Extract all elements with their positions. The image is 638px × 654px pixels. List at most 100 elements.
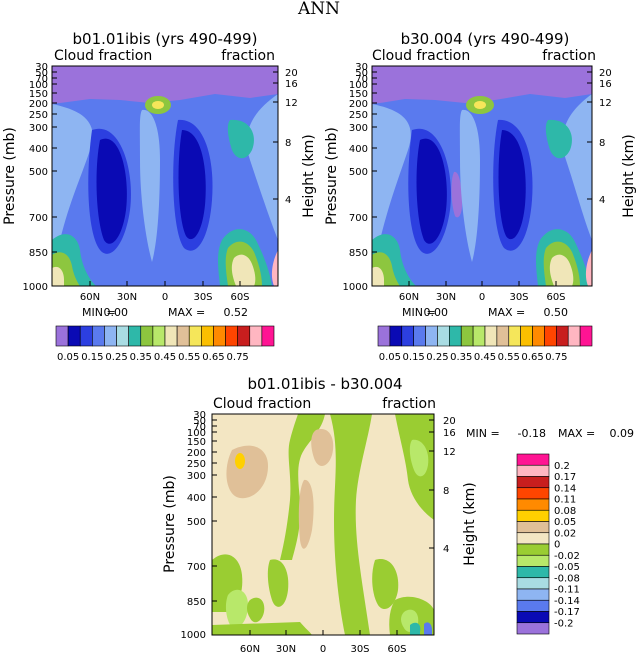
colorbar-panel-2-label: 0.75 xyxy=(545,352,567,363)
colorbar-panel-2-swatch xyxy=(579,325,593,347)
colorbar-difference-swatch xyxy=(516,554,550,567)
colorbar-panel-1-swatch xyxy=(164,325,178,347)
panel-3-xtick: 0 xyxy=(320,644,326,654)
colorbar-panel-2: 0.05 0.15 0.25 0.35 0.45 0.55 0.65 0.75 xyxy=(377,325,593,363)
panel-2-rtick: 8 xyxy=(599,138,605,149)
panel-1-ytick: 200 xyxy=(29,99,48,110)
panel-2-max-label: MAX = xyxy=(488,306,525,319)
colorbar-difference-swatch xyxy=(516,476,550,489)
panel-2-tropopause-core xyxy=(474,101,486,109)
panel-3-rtick: 12 xyxy=(443,447,456,458)
colorbar-panel-1-swatch xyxy=(176,325,190,347)
panel-2-xtick: 60S xyxy=(546,292,565,303)
colorbar-panel-2-swatch xyxy=(484,325,498,347)
colorbar-panel-1-swatch xyxy=(152,325,166,347)
colorbar-panel-1: 0.05 0.15 0.25 0.35 0.45 0.55 0.65 0.75 xyxy=(55,325,275,363)
panel-1-right-ticks: 20 16 12 8 4 xyxy=(285,68,298,206)
panel-1-rtick: 12 xyxy=(285,98,298,109)
panel-3-xtick: 30S xyxy=(350,644,369,654)
panel-2-ylabel: Pressure (mb) xyxy=(324,127,340,225)
panel-3-yellow-spot xyxy=(235,453,245,469)
panel-1-xtick: 30N xyxy=(117,292,137,303)
colorbar-difference-swatch xyxy=(516,543,550,556)
panel-1-right-tick-marks xyxy=(273,71,278,200)
colorbar-difference-swatch xyxy=(516,453,550,466)
colorbar-difference-label: 0.05 xyxy=(554,517,576,528)
colorbar-difference-label: -0.17 xyxy=(554,607,580,618)
colorbar-panel-2-label: 0.25 xyxy=(426,352,448,363)
panel-3-ytick: 70 xyxy=(193,422,206,433)
panel-2-right-ticks: 20 16 12 8 4 xyxy=(599,68,612,206)
panel-3-ytick: 250 xyxy=(187,459,206,470)
panel-3-y-ticks: 30 50 70 100 150 200 250 300 400 500 700… xyxy=(181,410,206,641)
panel-2-minmax: MIN = 0.00 MAX = 0.50 xyxy=(402,306,568,319)
panel-1-light-sh xyxy=(246,94,278,240)
panel-2-contours xyxy=(372,66,592,286)
colorbar-panel-1-swatch xyxy=(261,325,275,347)
colorbar-panel-1-swatch xyxy=(188,325,202,347)
colorbar-panel-2-swatch xyxy=(567,325,581,347)
panel-1-tropopause-core xyxy=(152,101,164,109)
panel-3-tan-top-center xyxy=(311,429,334,466)
panel-1-ylabel: Pressure (mb) xyxy=(2,127,18,225)
panel-2-xtick: 0 xyxy=(479,292,485,303)
panel-2-light-sh xyxy=(562,94,592,240)
panel-3-green-band-center xyxy=(330,414,372,635)
colorbar-panel-1-swatch xyxy=(55,325,69,347)
colorbar-difference-swatch xyxy=(516,509,550,522)
panel-1-x-tick-marks xyxy=(89,281,241,286)
panel-2-min-value: 0.00 xyxy=(424,306,449,319)
panel-2-xtick: 60N xyxy=(399,292,419,303)
colorbar-difference-swatch xyxy=(516,622,550,635)
panel-2-min-label: MIN = xyxy=(402,306,436,319)
colorbar-panel-2-swatch xyxy=(544,325,557,347)
panel-1-ytick: 100 xyxy=(29,80,48,91)
panel-2-y-ticks: 30 50 70 100 150 200 250 300 400 500 700… xyxy=(343,62,368,293)
panel-1-lower-nh-cream xyxy=(52,266,64,286)
panel-2-ylabel-right: Height (km) xyxy=(621,134,637,217)
colorbar-difference-label: 0.14 xyxy=(554,483,576,494)
colorbar-panel-2-swatch xyxy=(508,325,521,347)
panel-3-xtick: 60N xyxy=(240,644,260,654)
panel-2-ytick: 300 xyxy=(349,123,368,134)
colorbar-panel-1-label: 0.05 xyxy=(57,352,79,363)
panel-3-tan-mid xyxy=(298,479,314,549)
colorbar-panel-2-label: 0.55 xyxy=(498,352,520,363)
panel-1-ytick: 850 xyxy=(29,248,48,259)
panel-3-x-tick-marks xyxy=(249,630,398,635)
colorbar-panel-1-label: 0.25 xyxy=(105,352,127,363)
panel-3-rtick: 8 xyxy=(443,486,449,497)
panel-3-max-value: 0.09 xyxy=(610,427,635,440)
colorbar-difference-swatch xyxy=(516,577,550,590)
panel-3-green-lower-mid xyxy=(247,597,265,623)
colorbar-difference-swatch xyxy=(516,498,550,511)
colorbar-panel-1-swatch xyxy=(79,325,93,347)
panel-2-max-value: 0.50 xyxy=(544,306,569,319)
panel-2-sh-edge-pink xyxy=(585,250,592,286)
panel-1-rtick: 20 xyxy=(285,68,298,79)
panel-1-min-value: 0.00 xyxy=(104,306,129,319)
panel-3-ytick: 30 xyxy=(193,410,206,421)
colorbar-panel-2-swatch xyxy=(460,325,474,347)
panel-1-equatorial-column xyxy=(139,109,160,263)
panel-2-x-tick-marks xyxy=(408,281,557,286)
colorbar-panel-1-swatch xyxy=(201,325,214,347)
colorbar-panel-2-swatch xyxy=(413,325,426,347)
colorbar-difference: 0.20.170.140.110.080.050.020-0.02-0.05-0… xyxy=(516,453,580,635)
panel-3-blue-bottom-right xyxy=(424,622,432,635)
panel-3-right-label: fraction xyxy=(382,396,436,412)
panel-3-ytick: 200 xyxy=(187,448,206,459)
colorbar-difference-label: -0.05 xyxy=(554,562,580,573)
panel-2: b30.004 (yrs 490-499) Cloud fraction fra… xyxy=(324,30,637,319)
colorbar-panel-2-swatch xyxy=(389,325,403,347)
panel-2-right-label: fraction xyxy=(542,48,596,64)
panel-1-minmax: MIN = 0.00 MAX = 0.52 xyxy=(82,306,248,319)
colorbar-panel-1-label: 0.35 xyxy=(130,352,152,363)
panel-2-x-ticks: 60N 30N 0 30S 60S xyxy=(399,292,566,303)
colorbar-panel-1-swatch xyxy=(225,325,238,347)
colorbar-panel-1-label: 0.65 xyxy=(202,352,224,363)
panel-1-ytick: 400 xyxy=(29,144,48,155)
colorbar-panel-2-swatch xyxy=(377,325,391,347)
panel-2-rtick: 4 xyxy=(599,195,605,206)
panel-2-xtick: 30S xyxy=(509,292,528,303)
